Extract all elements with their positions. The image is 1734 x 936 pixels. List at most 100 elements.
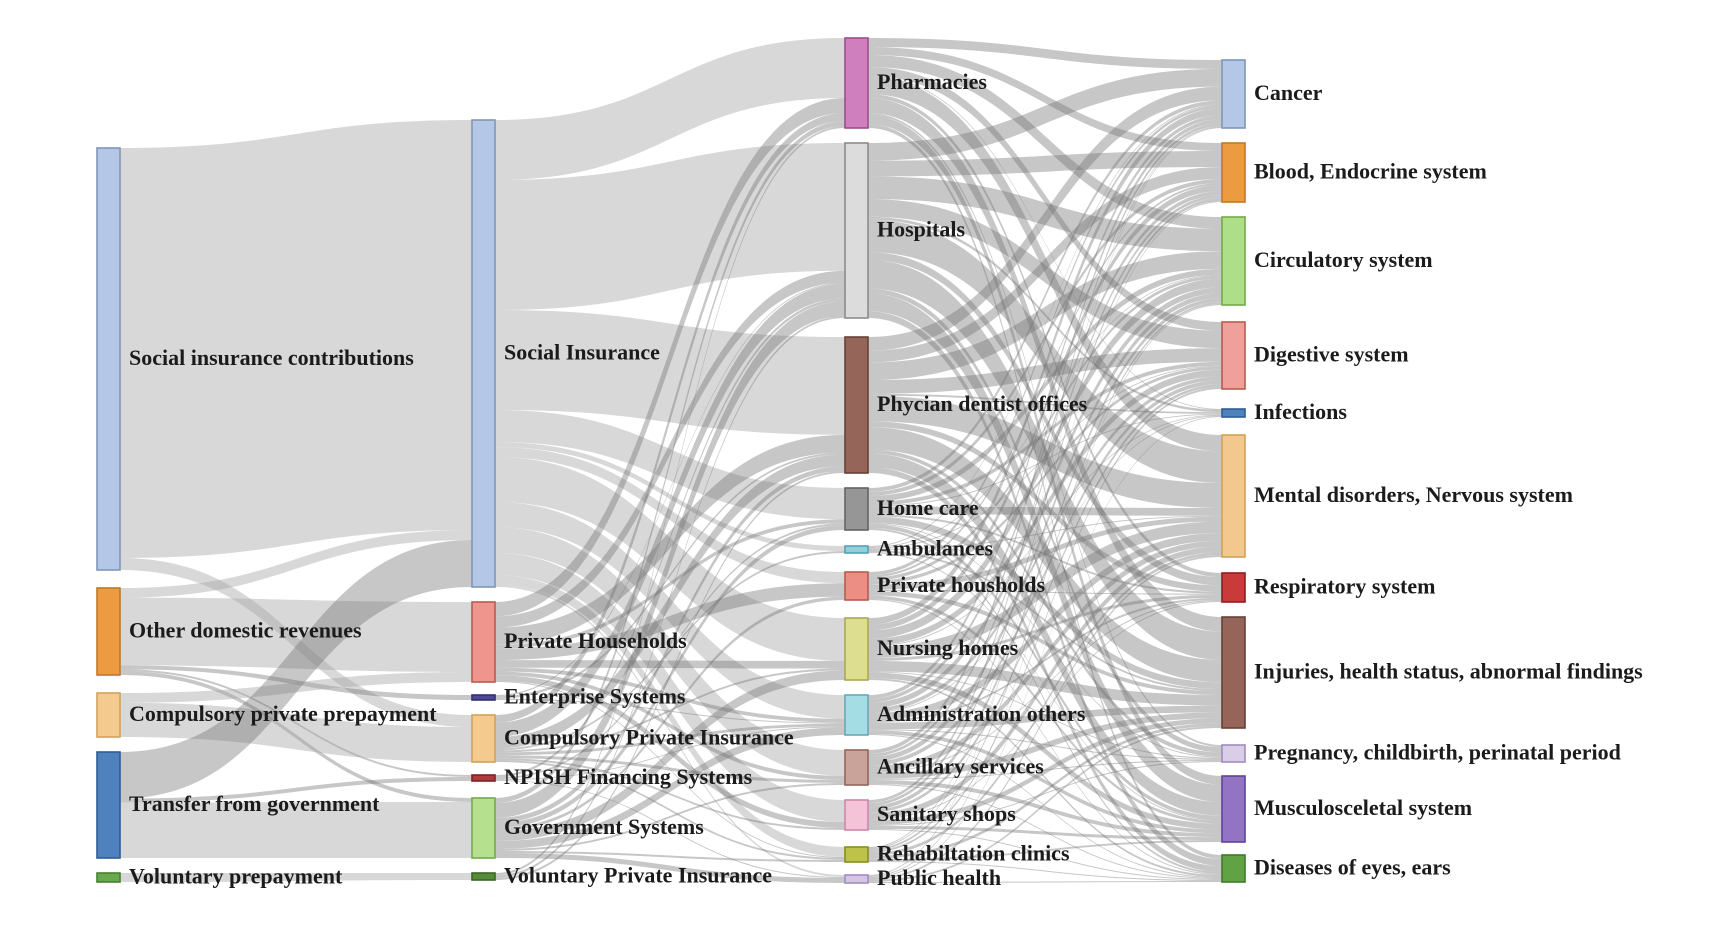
label-hc: Home care — [877, 495, 979, 520]
flow-ss-circ — [868, 298, 1222, 810]
node-preg[interactable] — [1221, 744, 1246, 763]
label-phh3: Private housholds — [877, 572, 1046, 597]
label-mental: Mental disorders, Nervous system — [1254, 482, 1573, 507]
flow-pdo-eyes — [868, 467, 1222, 872]
flow-hc-musc — [868, 524, 1222, 820]
flow-ao-cancer — [868, 115, 1222, 699]
flow-ss-inj — [868, 718, 1222, 825]
flow-gs-rc — [495, 851, 845, 862]
flow-ph2-hc — [495, 519, 845, 649]
node-odr[interactable] — [96, 587, 121, 676]
flow-ph2-hosp — [495, 270, 845, 628]
node-hc[interactable] — [844, 487, 869, 531]
flow-ph2-ss — [495, 675, 845, 828]
node-ss[interactable] — [844, 799, 869, 831]
flow-cpi-amb — [495, 551, 845, 751]
flow-ph2-pharm — [495, 98, 845, 617]
flow-phh3-dig — [868, 366, 1222, 585]
flow-pharm-eyes — [868, 124, 1222, 859]
node-npish[interactable] — [471, 774, 496, 782]
flow-sic-cpi — [120, 558, 472, 727]
flow-hc-preg — [868, 523, 1222, 758]
flow-vpi2-hosp — [495, 316, 845, 878]
flow-ao-musc — [868, 730, 1222, 834]
flow-pharm-inj — [868, 98, 1222, 632]
label-rc: Rehabiltation clinics — [877, 841, 1070, 866]
node-rc[interactable] — [844, 846, 869, 863]
node-mental[interactable] — [1221, 434, 1246, 558]
node-cancer[interactable] — [1221, 59, 1246, 129]
flow-ancs-inj — [868, 712, 1222, 779]
flow-npish-ao — [495, 726, 845, 781]
node-dig[interactable] — [1221, 321, 1246, 390]
node-nh[interactable] — [844, 617, 869, 681]
label-dig: Digestive system — [1254, 342, 1409, 367]
flow-amb-mental — [868, 515, 1222, 550]
node-pdo[interactable] — [844, 336, 869, 474]
flow-gs-hc — [495, 525, 845, 828]
node-sic[interactable] — [96, 147, 121, 571]
label-pdo: Phycian dentist offices — [877, 391, 1088, 416]
flow-ss-eyes — [868, 829, 1222, 880]
flow-si-hosp — [495, 143, 845, 310]
flow-cpi-pharm — [495, 113, 845, 723]
node-ph2[interactable] — [471, 601, 496, 683]
flow-npish-pubh — [495, 780, 845, 878]
node-si[interactable] — [471, 119, 496, 588]
flow-hosp-blood — [868, 151, 1222, 177]
flow-si-pdo — [495, 310, 845, 435]
flow-si-amb — [495, 442, 845, 551]
flow-rc-musc — [868, 840, 1222, 861]
node-blood[interactable] — [1221, 142, 1246, 203]
node-pubh[interactable] — [844, 874, 869, 884]
label-inj: Injuries, health status, abnormal findin… — [1254, 659, 1643, 684]
flow-ao-preg — [868, 729, 1222, 760]
node-vp[interactable] — [96, 872, 121, 883]
node-gs[interactable] — [471, 797, 496, 859]
flow-rc-dig — [868, 387, 1222, 853]
flow-ss-blood — [868, 198, 1222, 806]
node-circ[interactable] — [1221, 216, 1246, 306]
flow-ph2-ao — [495, 667, 845, 723]
flow-gs-ao — [495, 727, 845, 849]
flow-cpi-rc — [495, 760, 845, 860]
node-vpi2[interactable] — [471, 872, 496, 881]
node-cpp[interactable] — [96, 692, 121, 738]
node-inj[interactable] — [1221, 616, 1246, 729]
flow-vpi2-pharm — [495, 126, 845, 876]
flow-ancs-mental — [868, 540, 1222, 772]
node-pharm[interactable] — [844, 37, 869, 129]
flow-gs-pharm — [495, 121, 845, 803]
flow-cpp-ph2 — [120, 672, 472, 703]
node-layer: Social insurance contributions Other dome… — [96, 37, 1643, 890]
node-phh3[interactable] — [844, 571, 869, 601]
flow-amb-circ — [868, 274, 1222, 548]
flow-ss-musc — [868, 826, 1222, 841]
node-es[interactable] — [471, 694, 496, 701]
node-cpi[interactable] — [471, 714, 496, 763]
node-tfg[interactable] — [96, 751, 121, 859]
node-musc[interactable] — [1221, 775, 1246, 843]
label-sic: Social insurance contributions — [129, 345, 414, 370]
label-cancer: Cancer — [1254, 80, 1323, 105]
node-resp[interactable] — [1221, 572, 1246, 603]
label-preg: Pregnancy, childbirth, perinatal period — [1254, 740, 1621, 765]
flow-hosp-resp — [868, 252, 1222, 586]
flow-hc-cancer — [868, 100, 1222, 492]
flow-nh-inj — [868, 660, 1222, 706]
flow-cpi-ao — [495, 723, 845, 756]
node-eyes[interactable] — [1221, 854, 1246, 883]
flow-pharm-dig — [868, 67, 1222, 331]
node-amb[interactable] — [844, 545, 869, 554]
flow-pdo-musc — [868, 453, 1222, 816]
flow-pharm-resp — [868, 94, 1222, 578]
node-ao[interactable] — [844, 694, 869, 736]
flow-hc-inf — [868, 413, 1222, 507]
node-inf[interactable] — [1221, 408, 1246, 418]
flow-hosp-inf — [868, 216, 1222, 413]
flow-ao-resp — [868, 597, 1222, 723]
flow-ph2-ancs — [495, 671, 845, 780]
node-ancs[interactable] — [844, 749, 869, 786]
flow-pubh-circ — [868, 304, 1222, 877]
node-hosp[interactable] — [844, 142, 869, 319]
